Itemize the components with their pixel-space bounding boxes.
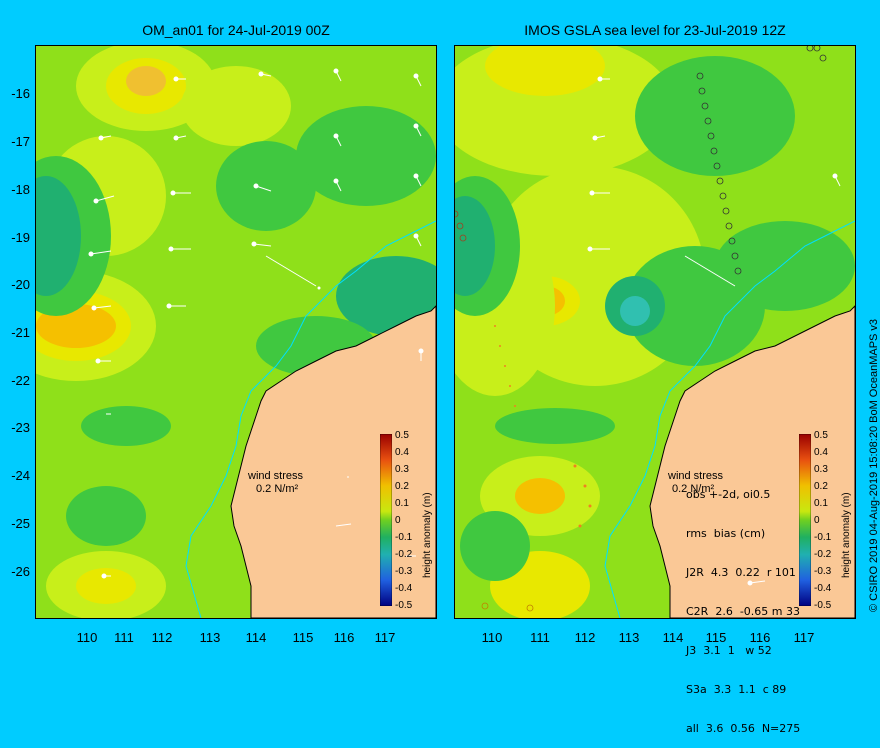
y-tick: -19	[11, 230, 30, 245]
cbar-tick: 0	[395, 515, 401, 526]
colorbar-title: height anomaly (m)	[841, 492, 852, 578]
y-tick: -22	[11, 373, 30, 388]
y-tick: -26	[11, 564, 30, 579]
x-tick: 111	[114, 630, 134, 645]
y-tick: -16	[11, 86, 30, 101]
wind-legend-line1: wind stress	[668, 470, 724, 482]
y-tick: -21	[11, 325, 30, 340]
x-tick: 110	[481, 630, 503, 645]
cbar-tick: 0	[814, 515, 820, 526]
y-tick: -18	[11, 182, 30, 197]
cbar-tick: 0.1	[814, 498, 828, 509]
stats-line2: rms bias (cm)	[686, 527, 766, 540]
cbar-tick: 0.5	[814, 430, 828, 441]
stats-row: J3 3.1 1 w 52	[686, 644, 772, 657]
wind-vectors-right	[587, 76, 841, 586]
cbar-tick: -0.2	[814, 549, 832, 560]
x-tick: 113	[199, 630, 221, 645]
colorbar-right-gradient	[799, 434, 811, 606]
right-panel-title: IMOS GSLA sea level for 23-Jul-2019 12Z	[524, 22, 786, 38]
left-map-svg	[36, 46, 436, 618]
x-tick: 117	[793, 630, 815, 645]
x-tick: 110	[76, 630, 98, 645]
cbar-tick: 0.1	[395, 498, 409, 509]
altimeter-track-points	[455, 46, 827, 612]
stats-row: C2R 2.6 -0.65 m 33	[686, 605, 800, 618]
y-tick: -24	[11, 468, 30, 483]
left-panel-title: OM_an01 for 24-Jul-2019 00Z	[142, 22, 330, 38]
y-tick: -17	[11, 134, 30, 149]
cbar-tick: 0.2	[814, 481, 828, 492]
stats-row: all 3.6 0.56 N=275	[686, 722, 801, 735]
stats-line1: obs +-2d, oi0.5	[686, 488, 771, 501]
right-map-svg	[455, 46, 855, 618]
cbar-tick: -0.5	[395, 600, 413, 611]
cbar-tick: 0.4	[814, 447, 828, 458]
y-tick: -25	[11, 516, 30, 531]
x-tick: 117	[374, 630, 396, 645]
y-tick: -23	[11, 420, 30, 435]
cbar-tick: -0.1	[814, 532, 832, 543]
cbar-tick: -0.3	[814, 566, 832, 577]
x-tick: 114	[662, 630, 684, 645]
cbar-tick: 0.2	[395, 481, 409, 492]
obs-stats: obs +-2d, oi0.5 rms bias (cm) J2R 4.3 0.…	[686, 462, 800, 748]
x-tick: 116	[333, 630, 355, 645]
colorbar-title: height anomaly (m)	[422, 492, 433, 578]
x-tick: 114	[245, 630, 267, 645]
cbar-tick: -0.3	[395, 566, 413, 577]
colorbar-left-gradient	[380, 434, 392, 606]
x-tick: 116	[749, 630, 771, 645]
x-tick: 115	[705, 630, 727, 645]
cbar-tick: 0.3	[395, 464, 409, 475]
x-tick: 112	[574, 630, 596, 645]
obs-dots	[494, 325, 592, 528]
x-tick: 113	[618, 630, 640, 645]
wind-vectors-left	[88, 68, 424, 579]
wind-legend-line2: 0.2 N/m²	[256, 483, 299, 495]
credit-text: © CSIRO 2019 04-Aug-2019 15:08:20 BoM Oc…	[868, 318, 880, 612]
cbar-tick: -0.4	[814, 583, 832, 594]
cbar-tick: 0.4	[395, 447, 409, 458]
y-tick: -20	[11, 277, 30, 292]
cbar-tick: -0.2	[395, 549, 413, 560]
left-map	[35, 45, 437, 619]
cbar-tick: -0.1	[395, 532, 413, 543]
cbar-tick: -0.4	[395, 583, 413, 594]
x-tick: 112	[151, 630, 173, 645]
x-tick: 115	[292, 630, 314, 645]
wind-legend-line2: 0.2 N/m²	[672, 483, 715, 495]
stats-row: S3a 3.3 1.1 c 89	[686, 683, 787, 696]
right-map	[454, 45, 856, 619]
wind-legend-line1: wind stress	[248, 470, 304, 482]
x-tick: 111	[530, 630, 550, 645]
cbar-tick: 0.3	[814, 464, 828, 475]
cbar-tick: -0.5	[814, 600, 832, 611]
stats-row: J2R 4.3 0.22 r 101	[686, 566, 796, 579]
cbar-tick: 0.5	[395, 430, 409, 441]
